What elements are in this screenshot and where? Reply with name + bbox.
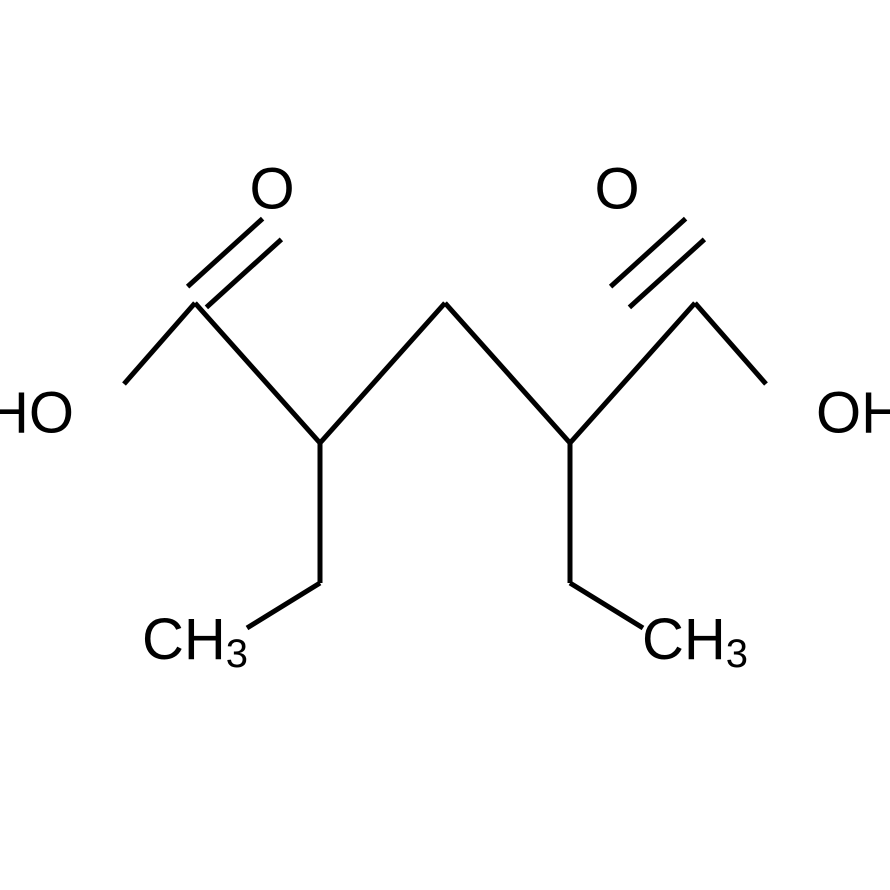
atom-label: CH3 — [142, 607, 248, 675]
atom-label: O — [249, 156, 294, 221]
atom-label: O — [594, 156, 639, 221]
molecule-diagram: O O HO OH CH3 CH3 — [0, 0, 890, 890]
atom-label: HO — [0, 380, 74, 445]
atom-label: OH — [816, 380, 890, 445]
atom-label: CH3 — [642, 607, 748, 675]
